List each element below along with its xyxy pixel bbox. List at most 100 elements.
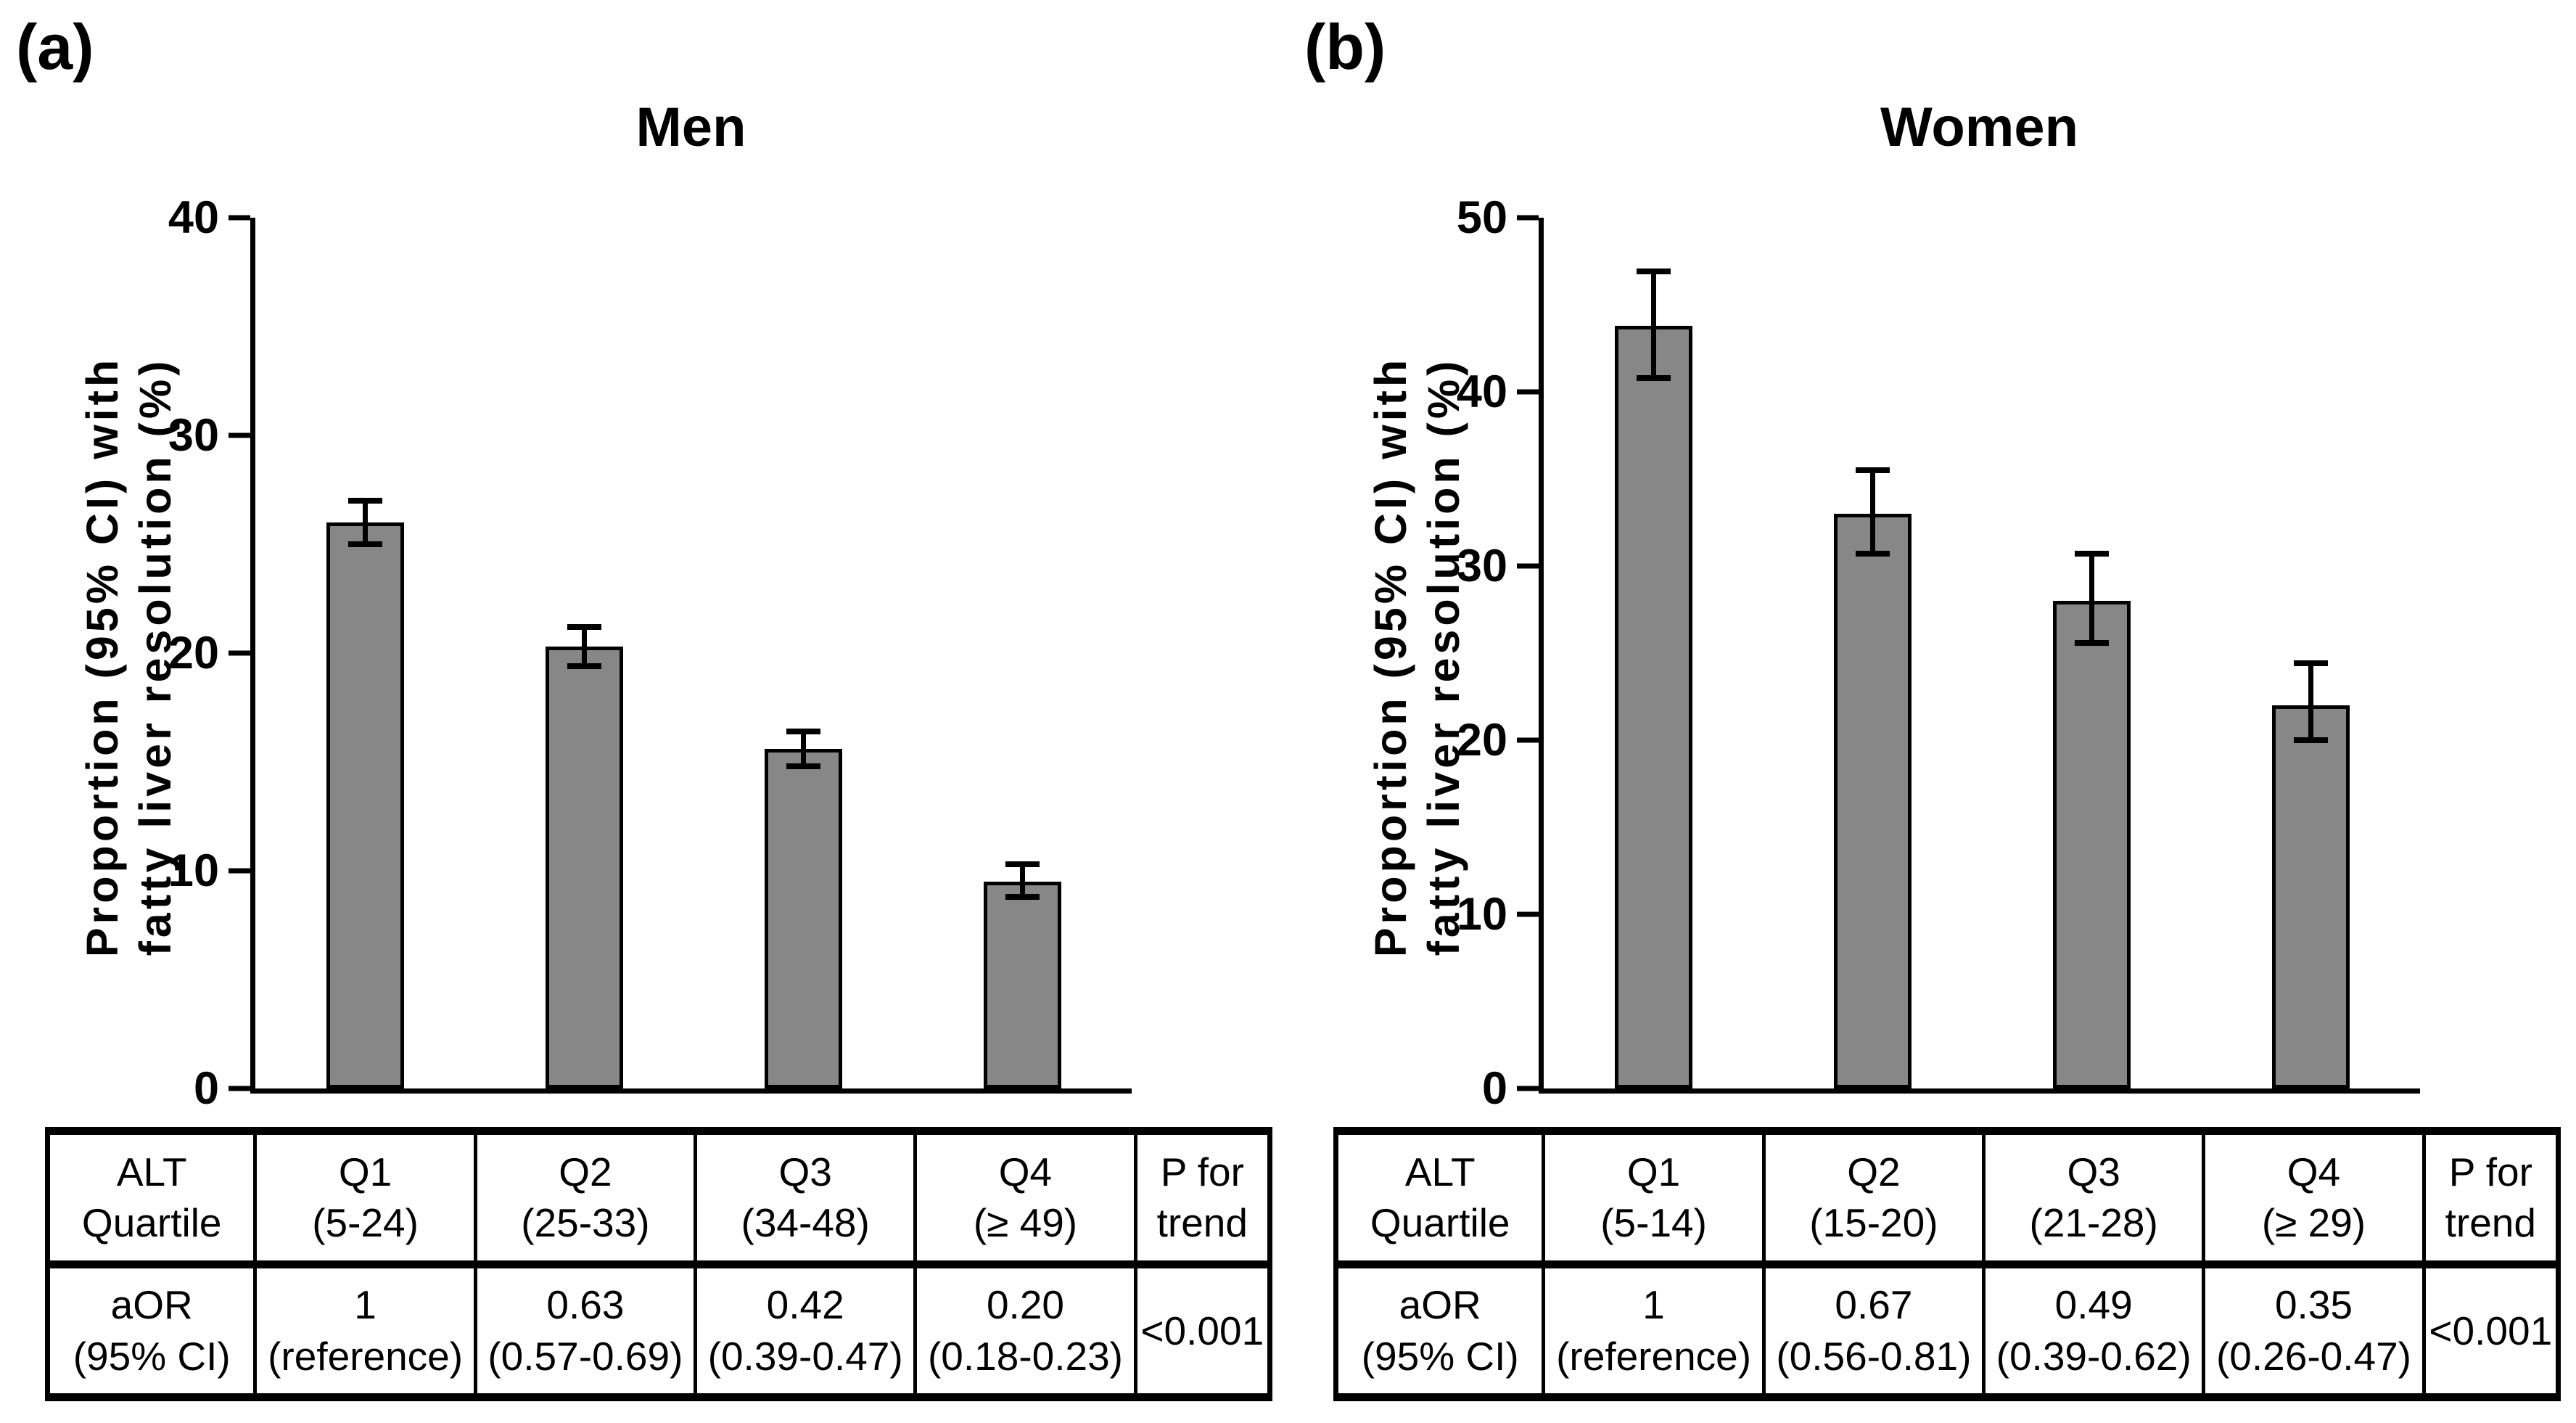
y-axis-label: Proportion (95% CI) with fatty liver res…	[1365, 356, 1470, 957]
bar	[1833, 514, 1912, 1088]
table-cell: Q1 (5-14)	[1542, 1129, 1766, 1268]
cell-line: (≥ 29)	[2261, 1200, 2366, 1246]
error-bar	[581, 627, 587, 666]
error-bar-cap	[1005, 861, 1040, 867]
error-bar	[1650, 271, 1656, 378]
cell-line: (0.26-0.47)	[2215, 1333, 2411, 1379]
cell-line: 0.67	[1835, 1282, 1913, 1328]
cell-line: aOR	[1399, 1282, 1481, 1328]
cell-line: Q2	[559, 1149, 612, 1194]
error-bar-cap	[2074, 551, 2109, 557]
y-axis-tick-label: 20	[1456, 715, 1507, 766]
error-bar-cap	[567, 663, 601, 669]
y-axis-tick-label: 10	[1456, 889, 1507, 940]
cell-line: 1	[354, 1282, 376, 1328]
table-cell: Q1 (5-24)	[253, 1129, 477, 1268]
table-cell: aOR (95% CI)	[1333, 1262, 1546, 1399]
error-bar-cap	[347, 541, 382, 547]
bar	[326, 522, 404, 1088]
table-cell: Q2 (15-20)	[1761, 1129, 1986, 1268]
cell-line: Quartile	[1370, 1200, 1510, 1246]
y-axis-tick	[229, 1086, 250, 1091]
bar	[545, 647, 623, 1088]
bar	[764, 749, 842, 1088]
cell-line: 0.49	[2054, 1282, 2133, 1328]
cell-line: Q3	[2067, 1149, 2120, 1194]
cell-line: aOR	[110, 1282, 193, 1328]
y-axis-tick	[1517, 215, 1539, 221]
table-cell: ALT Quartile	[45, 1129, 258, 1268]
stats-table: ALT Quartile Q1 (5-14) Q2 (15-20) Q3 (21-28)…	[1333, 1127, 2561, 1401]
table-cell: ALT Quartile	[1333, 1129, 1546, 1268]
table-cell: Q2 (25-33)	[473, 1129, 698, 1268]
error-bar-cap	[1855, 551, 1890, 557]
cell-line: Q4	[998, 1149, 1053, 1194]
y-axis-tick-label: 50	[1456, 192, 1507, 243]
panel-b: (b) Women Proportion (95% CI) with fatty…	[1288, 0, 2576, 1423]
bar-chart: 0 10 20 30 40 50	[1457, 192, 2420, 1114]
y-axis-tick-label: 0	[1481, 1063, 1507, 1114]
panel-label: (a)	[16, 11, 94, 83]
y-axis-tick	[1517, 1086, 1539, 1091]
table-row: aOR (95% CI) 1 (reference) 0.67 (0.56-0.81)…	[1333, 1262, 2561, 1399]
cell-line: (reference)	[1556, 1333, 1752, 1379]
error-bar-cap	[2293, 660, 2328, 667]
y-axis-label-line: Proportion (95% CI) with	[1365, 356, 1415, 958]
panel-a: (a) Men Proportion (95% CI) with fatty l…	[16, 11, 1272, 1401]
bar	[983, 882, 1061, 1088]
table-cell: Q3 (34-48)	[694, 1129, 918, 1268]
bar	[1614, 325, 1692, 1088]
y-axis-tick	[1517, 737, 1539, 743]
y-axis-tick-label: 0	[193, 1063, 219, 1114]
cell-line: (25-33)	[521, 1200, 650, 1246]
cell-line: P for	[2448, 1149, 2532, 1194]
table-cell: 0.42 (0.39-0.47)	[694, 1262, 918, 1399]
y-axis-tick-label: 40	[168, 192, 219, 243]
table-cell: 0.49 (0.39-0.62)	[1982, 1262, 2206, 1399]
table-row: aOR (95% CI) 1 (reference) 0.63 (0.57-0.69)…	[45, 1262, 1272, 1399]
table-cell: 1 (reference)	[1542, 1262, 1766, 1399]
y-axis-tick	[229, 868, 250, 874]
cell-line: (95% CI)	[73, 1333, 231, 1379]
cell-line: Q1	[1626, 1149, 1681, 1194]
cell-line: (0.18-0.23)	[927, 1333, 1123, 1379]
table-cell: 0.20 (0.18-0.23)	[913, 1262, 1137, 1399]
cell-line: (5-24)	[312, 1200, 419, 1246]
y-axis-label-line: Proportion (95% CI) with	[77, 356, 127, 958]
cell-line: (0.39-0.62)	[1996, 1333, 2192, 1379]
error-bar-cap	[786, 763, 820, 769]
cell-line: Q1	[338, 1149, 392, 1194]
table-cell: 0.63 (0.57-0.69)	[473, 1262, 698, 1399]
bar-chart: 0 10 20 30 40	[168, 192, 1132, 1114]
y-axis-label-line: fatty liver resolution (%)	[1419, 357, 1468, 956]
y-axis-tick	[1517, 911, 1539, 917]
y-axis-tick-label: 30	[1456, 541, 1507, 591]
error-bar-cap	[2293, 737, 2328, 743]
cell-line: 0.63	[546, 1282, 625, 1328]
cell-line: ALT	[1404, 1149, 1476, 1194]
error-bar	[362, 501, 368, 544]
error-bar-cap	[347, 498, 382, 504]
panel-label: (b)	[1304, 11, 1386, 83]
cell-line: (15-20)	[1809, 1200, 1938, 1246]
cell-line: ALT	[116, 1149, 187, 1194]
y-axis-tick-label: 10	[168, 845, 219, 896]
table-cell: P for trend	[2421, 1129, 2561, 1268]
table-cell: 1 (reference)	[253, 1262, 477, 1399]
table-cell: 0.67 (0.56-0.81)	[1761, 1262, 1986, 1399]
cell-line: (21-28)	[2029, 1200, 2158, 1246]
error-bar-cap	[1636, 268, 1671, 275]
cell-line: Q3	[778, 1149, 832, 1194]
table-row: ALT Quartile Q1 (5-14) Q2 (15-20) Q3 (21-28)…	[1333, 1129, 2561, 1268]
cell-line: 0.20	[986, 1282, 1064, 1328]
cell-line: Q2	[1847, 1149, 1901, 1194]
error-bar-cap	[1005, 894, 1040, 900]
cell-line: 0.42	[766, 1282, 844, 1328]
cell-line: Quartile	[81, 1200, 222, 1246]
cell-line: (95% CI)	[1361, 1333, 1519, 1379]
y-axis-label: Proportion (95% CI) with fatty liver res…	[76, 356, 182, 957]
y-axis-tick	[229, 432, 250, 438]
y-axis-tick-label: 30	[168, 410, 219, 461]
cell-line: (≥ 49)	[973, 1200, 1078, 1246]
cell-line: 0.35	[2274, 1282, 2353, 1328]
